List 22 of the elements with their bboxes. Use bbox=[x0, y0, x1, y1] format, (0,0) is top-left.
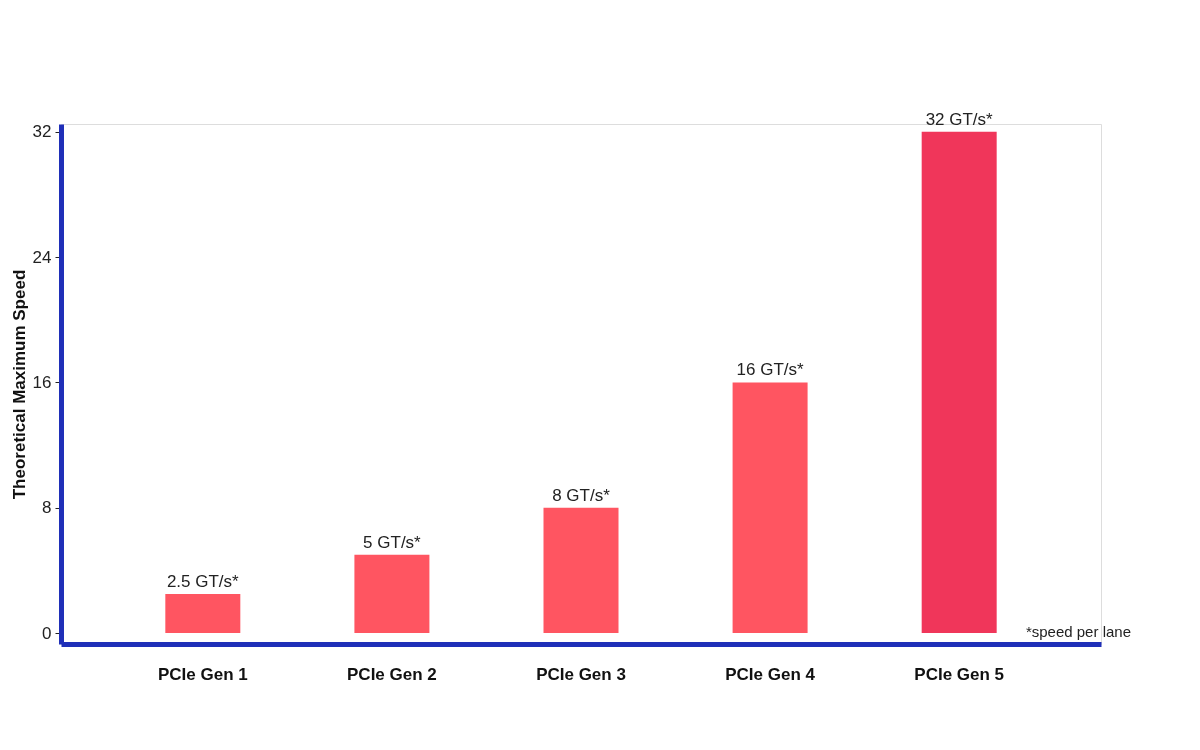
bar bbox=[921, 131, 997, 634]
data-label: 5 GT/s* bbox=[363, 532, 422, 552]
bar bbox=[543, 507, 619, 634]
y-tick-label: 0 bbox=[42, 623, 52, 643]
y-tick-label: 16 bbox=[32, 372, 52, 392]
data-label: 32 GT/s* bbox=[925, 109, 994, 129]
x-tick-label: PCIe Gen 2 bbox=[347, 664, 437, 684]
y-tick-label: 32 bbox=[32, 122, 52, 142]
y-tick-label: 24 bbox=[32, 247, 52, 267]
y-tick-label: 8 bbox=[42, 498, 52, 518]
annotation: *speed per lane bbox=[1025, 623, 1131, 640]
x-tick-label: PCIe Gen 3 bbox=[536, 664, 626, 684]
y-axis-title: Theoretical Maximum Speed bbox=[9, 269, 29, 500]
bar bbox=[165, 593, 241, 634]
data-label: 16 GT/s* bbox=[736, 360, 805, 380]
data-label: 8 GT/s* bbox=[552, 485, 611, 505]
data-label: 2.5 GT/s* bbox=[166, 571, 240, 591]
x-tick-label: PCIe Gen 1 bbox=[157, 664, 248, 684]
bar bbox=[354, 554, 430, 634]
x-tick-label: PCIe Gen 4 bbox=[725, 664, 816, 684]
bar bbox=[732, 382, 808, 634]
x-tick-label: PCIe Gen 5 bbox=[914, 664, 1005, 684]
